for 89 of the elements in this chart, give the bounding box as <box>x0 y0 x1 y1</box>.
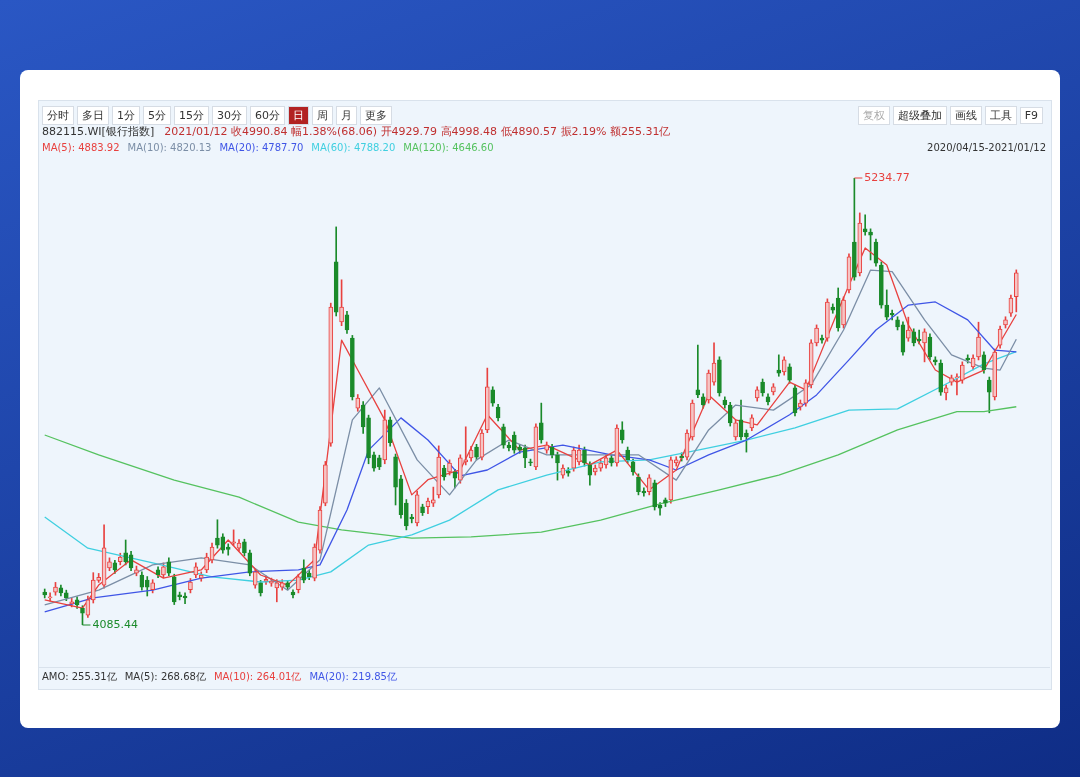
candlestick <box>814 324 819 347</box>
candlestick <box>636 473 641 496</box>
candlestick <box>150 579 155 594</box>
candlestick <box>528 458 533 467</box>
text: 2020/04/15-2021/01/12 <box>927 142 1046 153</box>
candlestick <box>771 383 776 396</box>
candlestick <box>204 552 209 573</box>
text: 60分 <box>250 106 285 125</box>
text: 1分 <box>112 106 140 125</box>
annotation: 5234.77 <box>864 170 910 184</box>
candlestick <box>717 356 722 397</box>
text: 工具 <box>984 106 1017 125</box>
candlestick <box>1003 316 1008 329</box>
candlestick <box>582 446 587 467</box>
candlestick <box>258 580 263 597</box>
candlestick <box>986 376 992 414</box>
candlestick <box>511 431 517 454</box>
candlestick <box>609 454 614 467</box>
candlestick <box>879 261 884 309</box>
candlestick <box>625 446 630 464</box>
candlestick <box>484 367 490 433</box>
candlestick <box>404 499 409 531</box>
text: MA(5): 268.68亿 <box>124 671 206 682</box>
candlestick <box>177 591 182 601</box>
candlestick <box>215 519 220 549</box>
candlestick <box>501 423 506 449</box>
text: 复权 <box>857 106 890 125</box>
candlestick <box>285 580 290 591</box>
candlestick <box>555 451 560 481</box>
text: 画线 <box>949 106 982 125</box>
candlestick <box>188 578 193 594</box>
candlestick <box>544 441 550 454</box>
candlestick <box>906 316 911 342</box>
candlestick <box>339 279 344 327</box>
candlestick <box>949 374 954 386</box>
text: AMO: 255.31亿 <box>42 671 117 682</box>
text: 月 <box>336 106 357 125</box>
candlestick <box>242 538 247 557</box>
text: MA(5): 4883.92 <box>42 142 120 153</box>
text: MA(20): 219.85亿 <box>309 671 397 682</box>
text: 30分 <box>212 106 247 125</box>
candlestick <box>107 557 112 572</box>
text: 分时 <box>42 106 74 125</box>
candlestick <box>733 419 738 441</box>
candlestick <box>53 582 58 596</box>
candlestick <box>231 529 236 546</box>
text: F9 <box>1019 107 1043 124</box>
candlestick <box>474 443 479 461</box>
candlestick <box>760 378 765 397</box>
candlestick <box>296 573 301 594</box>
text: 5分 <box>143 106 171 125</box>
candlestick <box>420 503 425 516</box>
text: 多日 <box>77 106 109 125</box>
candlestick <box>366 414 371 465</box>
text: MA(60): 4788.20 <box>311 142 396 153</box>
candlestick <box>841 296 846 329</box>
text: 更多 <box>360 106 392 125</box>
candlestick <box>350 335 355 401</box>
text: 周 <box>312 106 333 125</box>
text: MA(10): 264.01亿 <box>213 671 302 682</box>
candlestick <box>447 459 452 476</box>
candlestick <box>377 454 382 470</box>
candlestick <box>895 316 900 331</box>
text: 日 <box>288 106 309 125</box>
candlestick <box>269 577 274 587</box>
candlestick <box>571 446 577 472</box>
candlestick <box>959 361 965 384</box>
candlestick <box>161 562 166 579</box>
candlestick <box>922 328 927 363</box>
candlestick <box>852 178 857 281</box>
text: 15分 <box>174 106 209 125</box>
chart-subtitle: 2021/01/12 收4990.84 幅1.38%(68.06) 开4929.79 高4998.48 低4890.57 振2.19% 额255.31亿 <box>164 125 671 138</box>
candlestick <box>825 298 830 342</box>
candlestick <box>652 479 657 511</box>
candlestick <box>393 453 398 506</box>
candlestick <box>123 539 128 566</box>
candlestick <box>458 454 463 484</box>
candlestick <box>323 461 328 507</box>
text: MA(10): 4820.13 <box>127 142 212 153</box>
annotation: 4085.44 <box>92 617 138 631</box>
text: MA(120): 4646.60 <box>403 142 494 153</box>
candlestick <box>312 543 317 582</box>
text: MA(20): 4787.70 <box>219 142 304 153</box>
candlestick <box>976 321 981 361</box>
candlestick <box>787 363 792 384</box>
chart-title: 882115.WI[银行指数] <box>42 125 155 138</box>
text: 超级叠加 <box>892 106 947 125</box>
candlestick <box>690 399 695 441</box>
candlestick <box>706 369 711 404</box>
